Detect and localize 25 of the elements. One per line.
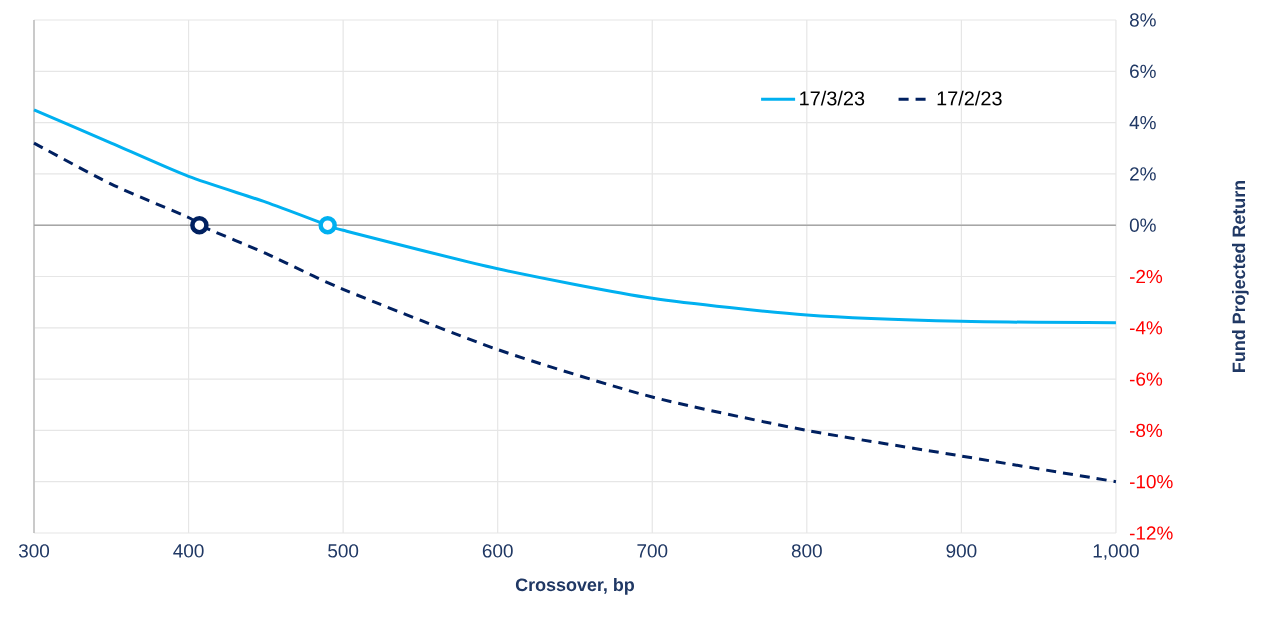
y-tick-label: -4% — [1129, 321, 1163, 335]
x-tick-label: 300 — [18, 544, 50, 558]
line-series — [32, 108, 1118, 325]
y-tick-label: -10% — [1129, 474, 1173, 489]
legend-label: 17/2/23 — [937, 90, 1002, 106]
y-axis-title: Fund Projected Return — [1232, 180, 1249, 372]
y-tick-label: -6% — [1129, 372, 1163, 386]
y-tick-label: -8% — [1129, 423, 1163, 438]
y-tick-label: 6% — [1130, 64, 1156, 78]
y-tick-label: -12% — [1129, 526, 1173, 540]
x-tick-label: 700 — [637, 544, 668, 558]
x-tick-label: 1,000 — [1093, 544, 1139, 560]
x-axis-title: Crossover, bp — [515, 577, 635, 595]
x-tick-label: 400 — [173, 544, 204, 558]
y-tick-label: 8% — [1129, 13, 1156, 27]
x-tick-label: 500 — [328, 544, 359, 558]
y-tick-label: 0% — [1129, 218, 1156, 232]
legend-label: 17/3/23 — [800, 90, 865, 106]
line-series — [32, 141, 1118, 484]
y-tick-label: -2% — [1129, 269, 1163, 284]
y-tick-label: 4% — [1129, 115, 1156, 130]
x-tick-label: 600 — [482, 544, 513, 558]
x-tick-label: 800 — [791, 544, 822, 558]
x-tick-label: 900 — [946, 544, 977, 558]
y-tick-label: 2% — [1130, 167, 1156, 181]
